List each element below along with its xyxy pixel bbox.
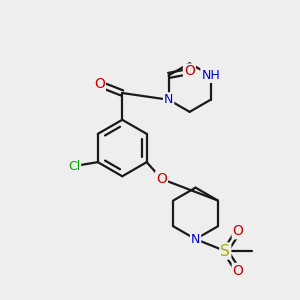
Text: O: O bbox=[156, 172, 167, 186]
Text: N: N bbox=[191, 233, 200, 246]
Text: O: O bbox=[233, 264, 244, 278]
Text: O: O bbox=[184, 64, 195, 79]
Text: Cl: Cl bbox=[68, 160, 80, 172]
Text: S: S bbox=[220, 244, 230, 259]
Text: O: O bbox=[94, 77, 105, 91]
Text: O: O bbox=[233, 224, 244, 238]
Text: NH: NH bbox=[201, 69, 220, 82]
Text: N: N bbox=[164, 93, 173, 106]
